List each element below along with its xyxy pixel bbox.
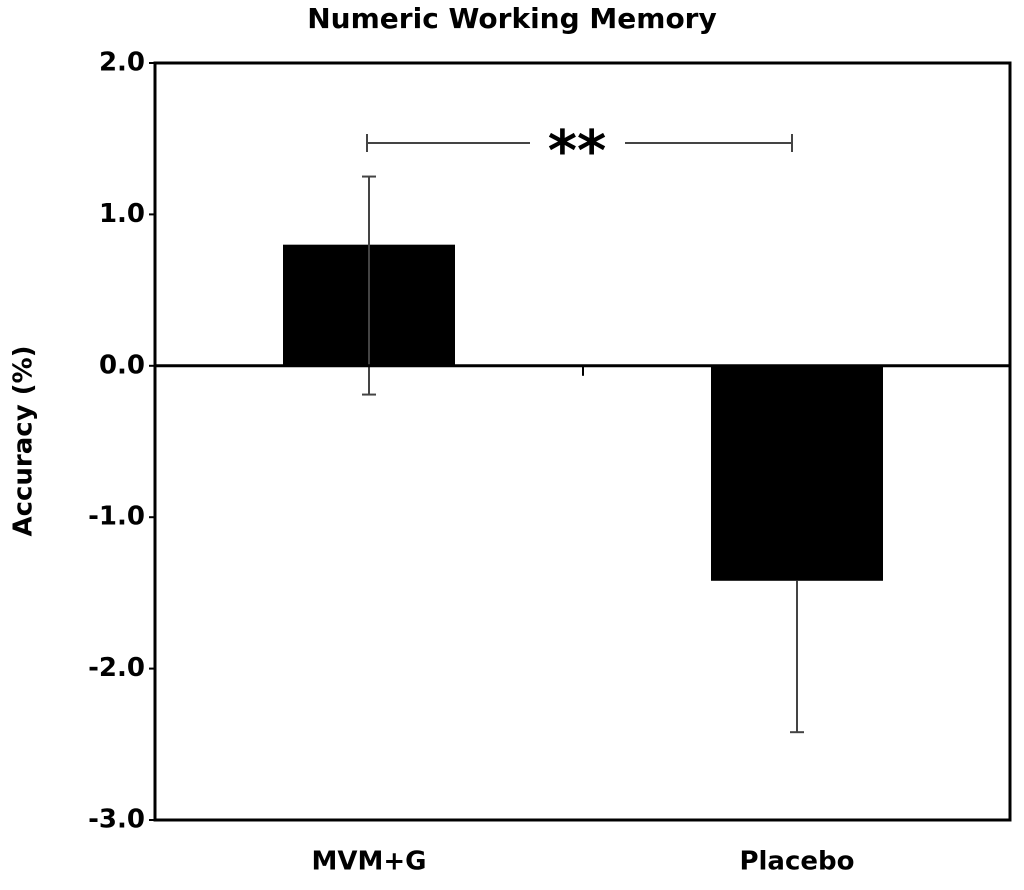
chart-title: Numeric Working Memory — [307, 2, 717, 35]
y-tick-label: -3.0 — [88, 805, 145, 835]
y-tick-label: -1.0 — [88, 502, 145, 532]
y-tick-label: -2.0 — [88, 653, 145, 683]
significance-label: ** — [548, 119, 607, 184]
y-tick-label: 0.0 — [99, 350, 145, 380]
y-axis-label: Accuracy (%) — [9, 345, 39, 536]
x-tick-label: Placebo — [739, 847, 854, 877]
y-tick-label: 1.0 — [99, 199, 145, 229]
bar — [711, 365, 883, 581]
y-tick-label: 2.0 — [99, 48, 145, 78]
x-tick-label: MVM+G — [312, 847, 427, 877]
plot-frame — [153, 61, 1012, 822]
